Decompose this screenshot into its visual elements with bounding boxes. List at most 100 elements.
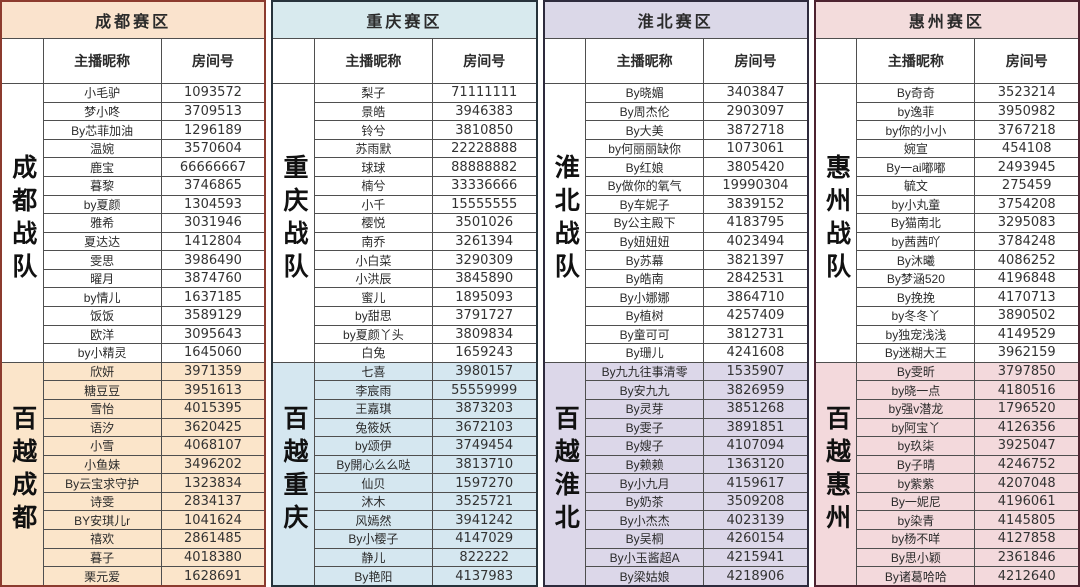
room-number: 3031946: [160, 213, 266, 233]
streamer-name: By艳阳: [313, 566, 433, 587]
streamer-name: 景皓: [313, 101, 433, 122]
streamer-name: 苏雨默: [313, 138, 433, 159]
room-number: 3501026: [431, 213, 538, 233]
streamer-row: by夏颜丫头 3809834: [272, 324, 538, 345]
room-number: 4126356: [974, 417, 1080, 438]
streamer-name: By開心么么哒: [313, 454, 433, 475]
team-label-text: 百越重庆: [280, 405, 308, 538]
streamer-row: 成都战队 小毛驴 1093572: [0, 83, 266, 363]
streamer-row: 百越重庆 七喜 3980157: [271, 361, 538, 587]
streamer-name: 夏达达: [42, 231, 162, 252]
room-number: 4246752: [974, 454, 1080, 475]
room-number: 3767218: [974, 120, 1080, 140]
streamer-name: by紫紫: [856, 473, 976, 493]
room-number: 3951613: [160, 380, 266, 400]
streamer-name: 李宸雨: [313, 380, 433, 400]
region-table: 惠州赛区 主播昵称 房间号 惠州战队 By奇奇 3523214 by逸菲 3950982 by你…: [813, 0, 1080, 587]
room-number: 3589129: [160, 306, 266, 326]
streamer-name: By挽挽: [856, 287, 976, 308]
room-number: 3805420: [703, 157, 809, 177]
streamer-name: by小丸童: [856, 194, 976, 215]
room-number: 3845890: [431, 268, 538, 289]
streamer-name: By奶茶: [584, 491, 705, 512]
streamer-row: 饭饭 3589129: [1, 306, 266, 326]
streamer-row: By梦涵520 4196848: [815, 268, 1080, 289]
streamer-row: By红娘 3805420: [544, 157, 809, 177]
room-number: 4137983: [431, 566, 538, 587]
room-number: 3797850: [974, 361, 1080, 382]
streamer-row: By芯菲加油 1296189: [1, 120, 266, 140]
region-table: 重庆赛区 主播昵称 房间号 重庆战队 梨子 71111111 景皓 3946383 铃兮 3810…: [271, 0, 538, 587]
room-number: 4183795: [703, 213, 809, 233]
streamer-row: By雯子 3891851: [544, 417, 809, 438]
streamer-name: 曜月: [42, 268, 162, 289]
room-number: 4147029: [431, 528, 538, 549]
streamer-name: 楠兮: [313, 175, 433, 196]
streamer-row: By思小颖 2361846: [815, 547, 1080, 568]
streamer-name: 糖豆豆: [42, 380, 162, 400]
room-number: 3890502: [974, 306, 1080, 326]
room-number: 4159617: [703, 473, 809, 493]
room-number: 4068107: [160, 436, 266, 456]
streamer-name: By小玉酱超A: [584, 547, 705, 568]
room-number: 3925047: [974, 436, 1080, 456]
streamer-name: by夏颜: [42, 194, 162, 215]
streamer-row: 重庆战队 梨子 71111111: [271, 83, 538, 363]
room-number: 1796520: [974, 398, 1080, 419]
streamer-row: By小杰杰 4023139: [544, 510, 809, 530]
room-number: 3749454: [431, 436, 538, 456]
streamer-name: by小精灵: [42, 343, 162, 363]
streamer-name: By雯子: [584, 417, 705, 438]
streamer-name: By沐曦: [856, 250, 976, 270]
streamer-row: By猫南北 3295083: [815, 213, 1080, 233]
streamer-name: By云宝求守护: [42, 473, 162, 493]
streamer-row: by颂伊 3749454: [272, 436, 538, 456]
room-number: 4241608: [703, 343, 809, 363]
streamer-row: 球球 88888882: [272, 157, 538, 177]
team-label: 百越惠州: [814, 361, 858, 587]
region-title: 淮北赛区: [542, 0, 809, 39]
streamer-name: By迷糊大王: [856, 343, 976, 363]
room-number: 3509208: [703, 491, 809, 512]
streamer-name: by染青: [856, 510, 976, 530]
streamer-name: 雯思: [42, 250, 162, 270]
room-number: 1323834: [160, 473, 266, 493]
streamer-row: 铃兮 3810850: [272, 120, 538, 140]
room-number: 1304593: [160, 194, 266, 215]
room-number: 1093572: [160, 83, 266, 103]
streamer-name: 婉宣: [856, 138, 976, 159]
streamer-name: by情儿: [42, 287, 162, 308]
streamer-name: 梨子: [313, 83, 433, 103]
streamer-row: By童可可 3812731: [544, 324, 809, 345]
streamer-name: 欣妍: [42, 361, 162, 382]
streamer-row: By奶茶 3509208: [544, 491, 809, 512]
streamer-name: 风嫣然: [313, 510, 433, 530]
streamer-name: 沐木: [313, 491, 433, 512]
streamer-row: 栗元爱 1628691: [1, 566, 266, 587]
streamer-name: By梦涵520: [856, 268, 976, 289]
streamer-name: by晓一点: [856, 380, 976, 400]
streamer-name: by你的小小: [856, 120, 976, 140]
col-header-room: 房间号: [160, 37, 266, 85]
room-number: 1412804: [160, 231, 266, 252]
corner-blank-cell: [814, 37, 858, 85]
streamer-name: by冬冬丫: [856, 306, 976, 326]
streamer-row: By云宝求守护 1323834: [1, 473, 266, 493]
streamer-row: by杨不咩 4127858: [815, 528, 1080, 549]
streamer-name: 栗元爱: [42, 566, 162, 587]
streamer-name: By苏幕: [584, 250, 705, 270]
room-number: 4127858: [974, 528, 1080, 549]
streamer-name: By晓媚: [584, 83, 705, 103]
streamer-row: By做你的氧气 19990304: [544, 175, 809, 196]
streamer-row: 惠州战队 By奇奇 3523214: [814, 83, 1080, 363]
streamer-row: 小雪 4068107: [1, 436, 266, 456]
region-title: 惠州赛区: [814, 0, 1080, 39]
streamer-row: by冬冬丫 3890502: [815, 306, 1080, 326]
streamer-row: 风嫣然 3941242: [272, 510, 538, 530]
room-number: 3620425: [160, 417, 266, 438]
streamer-row: 百越淮北 By九九往事清零 1535907: [543, 361, 809, 587]
streamer-name: By吴桐: [584, 528, 705, 549]
room-number: 3290309: [431, 250, 538, 270]
room-number: 3672103: [431, 417, 538, 438]
